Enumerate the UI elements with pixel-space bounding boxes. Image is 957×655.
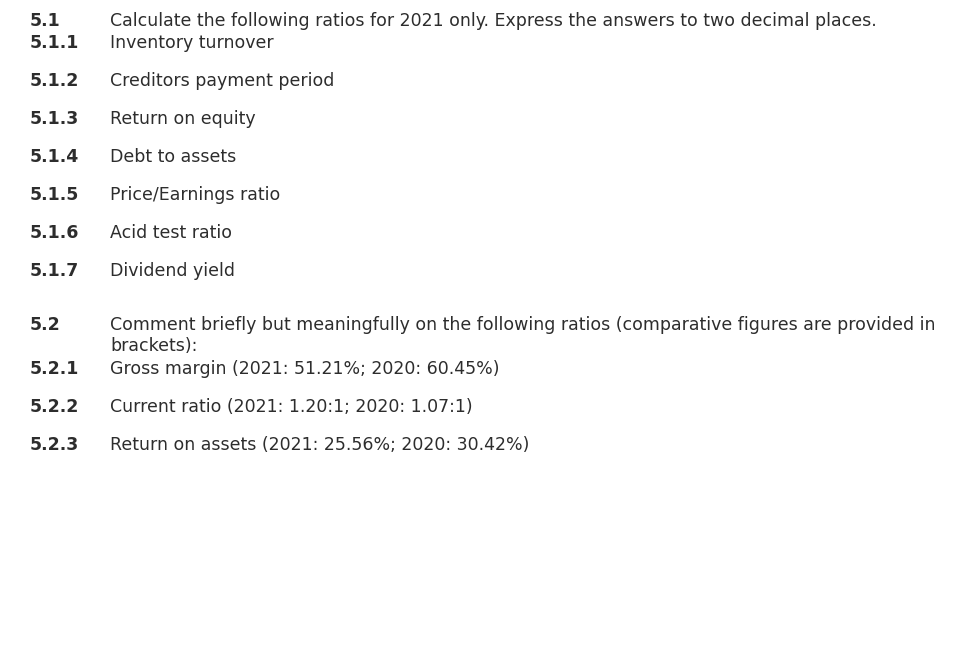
Text: Return on assets (2021: 25.56%; 2020: 30.42%): Return on assets (2021: 25.56%; 2020: 30… [110, 436, 529, 454]
Text: Creditors payment period: Creditors payment period [110, 72, 334, 90]
Text: 5.1.2: 5.1.2 [30, 72, 79, 90]
Text: 5.1.5: 5.1.5 [30, 186, 79, 204]
Text: 5.1.4: 5.1.4 [30, 148, 79, 166]
Text: 5.2: 5.2 [30, 316, 60, 334]
Text: 5.1: 5.1 [30, 12, 60, 30]
Text: Gross margin (2021: 51.21%; 2020: 60.45%): Gross margin (2021: 51.21%; 2020: 60.45%… [110, 360, 500, 378]
Text: 5.1.7: 5.1.7 [30, 262, 79, 280]
Text: Price/Earnings ratio: Price/Earnings ratio [110, 186, 280, 204]
Text: 5.1.6: 5.1.6 [30, 224, 79, 242]
Text: Acid test ratio: Acid test ratio [110, 224, 232, 242]
Text: Dividend yield: Dividend yield [110, 262, 235, 280]
Text: Inventory turnover: Inventory turnover [110, 34, 274, 52]
Text: 5.2.1: 5.2.1 [30, 360, 79, 378]
Text: Calculate the following ratios for 2021 only. Express the answers to two decimal: Calculate the following ratios for 2021 … [110, 12, 877, 30]
Text: 5.1.1: 5.1.1 [30, 34, 79, 52]
Text: Current ratio (2021: 1.20:1; 2020: 1.07:1): Current ratio (2021: 1.20:1; 2020: 1.07:… [110, 398, 473, 416]
Text: 5.2.3: 5.2.3 [30, 436, 79, 454]
Text: 5.1.3: 5.1.3 [30, 110, 79, 128]
Text: Debt to assets: Debt to assets [110, 148, 236, 166]
Text: Comment briefly but meaningfully on the following ratios (comparative figures ar: Comment briefly but meaningfully on the … [110, 316, 936, 355]
Text: Return on equity: Return on equity [110, 110, 256, 128]
Text: 5.2.2: 5.2.2 [30, 398, 79, 416]
